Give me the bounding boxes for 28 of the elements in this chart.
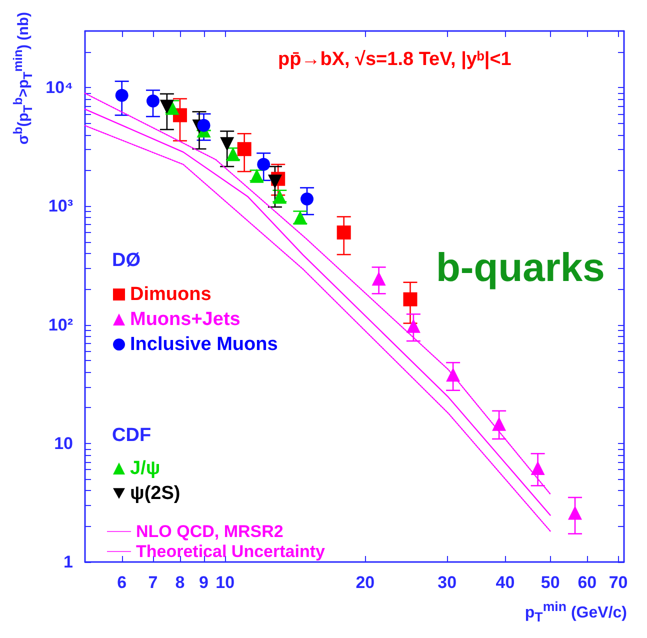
x-tick-label: 70 bbox=[608, 573, 628, 592]
y-tick-label: 10⁴ bbox=[46, 78, 73, 98]
x-tick-label: 50 bbox=[540, 573, 560, 592]
x-axis-title: p$_{T}$$^{min}$ (GeV/c) bbox=[524, 599, 627, 625]
annotation: DØ bbox=[112, 250, 140, 271]
x-tick-label: 20 bbox=[356, 573, 375, 592]
y-tick-label: 1 bbox=[64, 552, 73, 572]
legend-label: Dimuons bbox=[130, 284, 212, 305]
y-tick-label: 10² bbox=[48, 315, 74, 334]
y-tick-label: 10³ bbox=[48, 196, 74, 216]
legend-label: NLO QCD, MRSR2 bbox=[136, 522, 284, 541]
x-tick-label: 10 bbox=[216, 573, 235, 592]
x-tick-label: 40 bbox=[496, 573, 515, 592]
x-tick-label: 7 bbox=[148, 573, 158, 592]
legend-label: ψ(2S) bbox=[130, 483, 180, 504]
legend-label: Theoretical Uncertainty bbox=[136, 542, 326, 561]
y-tick-label: 10 bbox=[54, 434, 73, 453]
annotation: CDF bbox=[112, 425, 152, 446]
x-tick-label: 9 bbox=[199, 573, 209, 592]
x-tick-label: 8 bbox=[175, 573, 185, 592]
annotation: pp̄→bX, √s=1.8 TeV, |yᵇ|<1 bbox=[278, 49, 512, 70]
annotation: b-quarks bbox=[436, 246, 605, 290]
legend-label: Inclusive Muons bbox=[130, 334, 278, 355]
legend-label: J/ψ bbox=[130, 458, 160, 479]
x-tick-label: 60 bbox=[578, 573, 597, 592]
x-tick-label: 30 bbox=[438, 573, 457, 592]
legend-label: Muons+Jets bbox=[130, 309, 240, 330]
x-tick-label: 6 bbox=[117, 573, 127, 592]
